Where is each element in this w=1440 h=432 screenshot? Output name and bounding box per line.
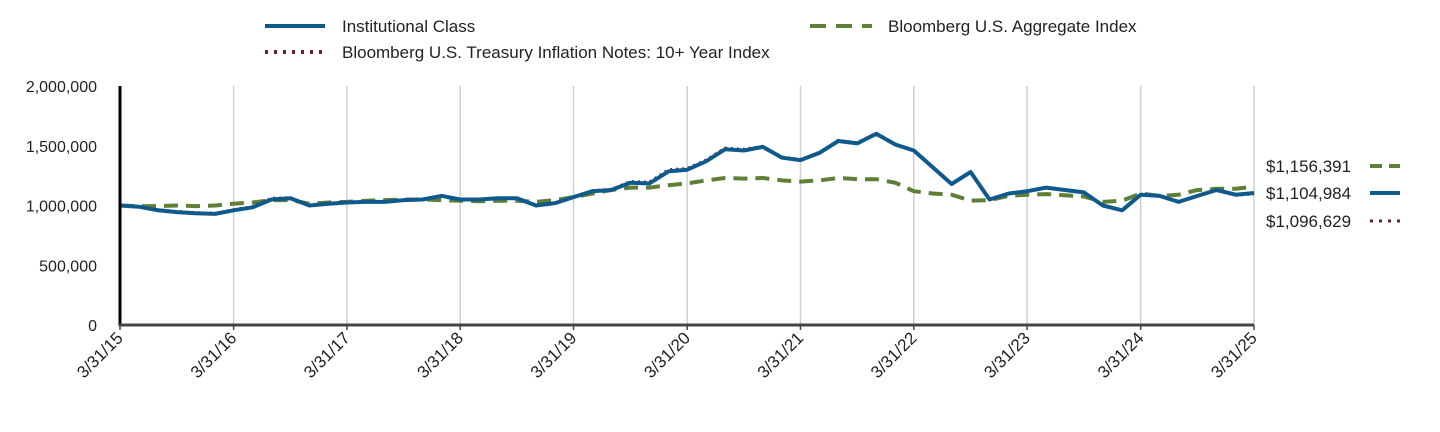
legend-item-institutional-class: Institutional Class [265,17,475,36]
x-tick-label: 3/31/21 [754,328,808,382]
y-tick-label: 0 [88,318,97,335]
end-label-institutional-class: $1,104,984 [1266,184,1351,203]
y-tick-label: 2,000,000 [26,79,97,96]
y-tick-label: 500,000 [39,258,97,275]
gridlines [232,86,1255,325]
series-line-bloomberg-u-s-aggregate-index [119,176,1255,209]
x-tick-label: 3/31/18 [414,328,468,382]
series-line-institutional-class [119,131,1255,216]
legend-item-aggregate-index: Bloomberg U.S. Aggregate Index [810,17,1137,36]
x-tick-label: 3/31/22 [867,328,921,382]
y-tick-label: 1,500,000 [26,139,97,156]
x-axis-ticks: 3/31/15 3/31/16 3/31/17 3/31/18 3/31/19 3/31/… [73,325,1261,382]
x-tick-label: 3/31/16 [187,328,241,382]
x-tick-label: 3/31/24 [1094,328,1148,382]
x-tick-label: 3/31/23 [980,328,1034,382]
x-tick-label: 3/31/25 [1207,328,1261,382]
legend-label-treasury-inflation: Bloomberg U.S. Treasury Inflation Notes:… [342,43,770,62]
end-labels: $1,156,391 $1,104,984 $1,096,629 [1266,157,1400,231]
y-tick-label: 1,000,000 [26,199,97,216]
legend-label-aggregate-index: Bloomberg U.S. Aggregate Index [888,17,1137,36]
x-tick-label: 3/31/15 [73,328,127,382]
legend-label-institutional-class: Institutional Class [342,17,475,36]
x-tick-label: 3/31/17 [300,328,354,382]
end-label-bloomberg-u-s-treasury-inflation-notes-10-year-index: $1,096,629 [1266,212,1351,231]
x-tick-label: 3/31/19 [527,328,581,382]
series-lines [119,131,1255,216]
x-tick-label: 3/31/20 [640,328,694,382]
legend-item-treasury-inflation: Bloomberg U.S. Treasury Inflation Notes:… [265,43,770,62]
y-axis-ticks: 0 500,000 1,000,000 1,500,000 2,000,000 [26,79,97,335]
end-label-bloomberg-u-s-aggregate-index: $1,156,391 [1266,157,1351,176]
legend: Institutional Class Bloomberg U.S. Aggre… [265,17,1137,62]
